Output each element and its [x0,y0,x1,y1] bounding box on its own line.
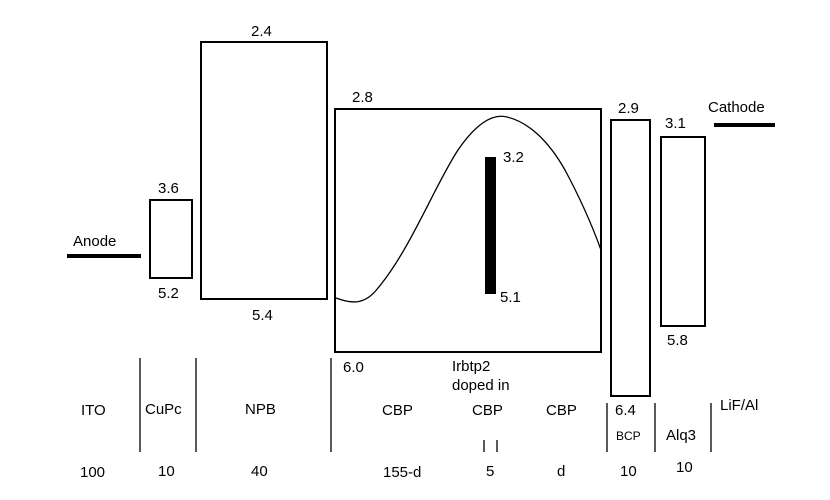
cbp-box [334,108,602,353]
thickness-npb: 40 [251,463,268,480]
thickness-cbp-doped: 5 [486,463,494,480]
cbp-homo-label: 6.0 [343,359,364,376]
emission-profile-curve [335,115,602,303]
dopant-doped-in-label: doped in [452,377,510,394]
dopant-lumo-label: 3.2 [503,149,524,166]
bcp-homo-label: 6.4 [615,402,636,419]
dopant-level-bar [485,157,496,294]
alq3-lumo-label: 3.1 [665,115,686,132]
thickness-alq3: 10 [676,459,693,476]
thickness-cbp-right: d [557,463,565,480]
bcp-lumo-label: 2.9 [618,100,639,117]
layer-name-npb: NPB [245,401,276,418]
layer-name-alq3: Alq3 [666,427,696,444]
alq3-box [660,136,706,327]
layer-name-cupc: CuPc [145,401,182,418]
thickness-cbp-left: 155-d [383,464,421,481]
layer-name-cbp-right: CBP [546,402,577,419]
layer-name-lif-al: LiF/Al [720,397,758,414]
layer-name-cbp-doped: CBP [472,402,503,419]
npb-homo-label: 5.4 [252,307,273,324]
npb-box [200,41,328,300]
anode-label: Anode [73,233,116,250]
thickness-ito: 100 [80,464,105,481]
cupc-box [149,199,193,279]
dopant-name-label: Irbtp2 [452,358,490,375]
thickness-cupc: 10 [158,463,175,480]
layer-name-bcp: BCP [616,429,641,443]
layer-name-cbp-left: CBP [382,402,413,419]
npb-lumo-label: 2.4 [251,23,272,40]
cupc-lumo-label: 3.6 [158,180,179,197]
alq3-homo-label: 5.8 [667,332,688,349]
bcp-box [610,119,651,397]
cathode-label: Cathode [708,99,765,116]
dopant-homo-label: 5.1 [500,289,521,306]
layer-name-ito: ITO [81,402,106,419]
cbp-lumo-label: 2.8 [352,89,373,106]
cupc-homo-label: 5.2 [158,285,179,302]
thickness-bcp: 10 [620,463,637,480]
